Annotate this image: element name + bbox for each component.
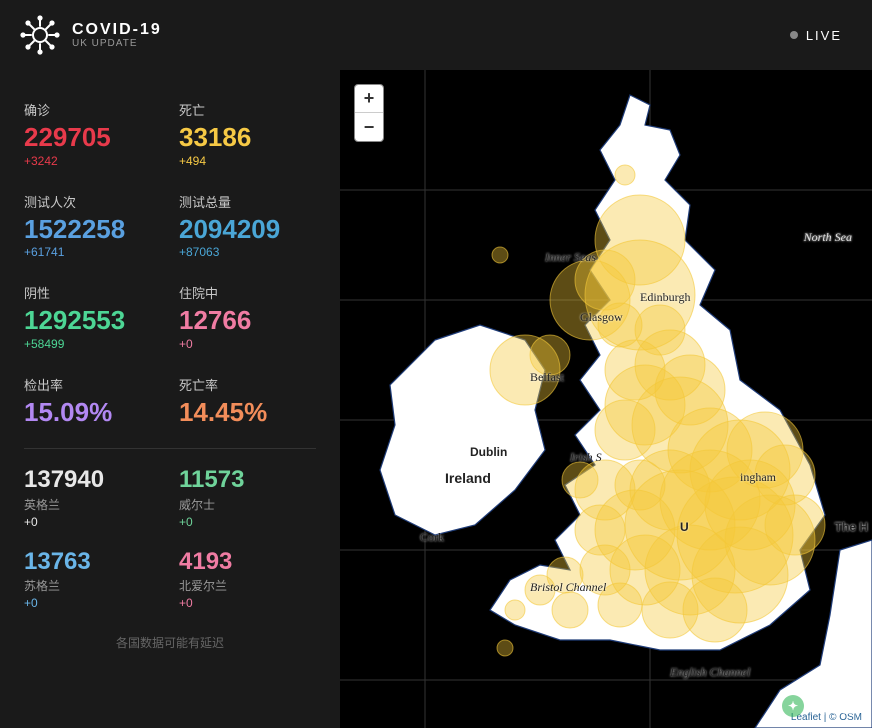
stat-deaths: 死亡 33186 +494 xyxy=(179,100,316,168)
stat-label: 测试人次 xyxy=(24,192,161,211)
stat-value: 12766 xyxy=(179,306,316,335)
region-label: 英格兰 xyxy=(24,496,161,513)
region-label: 苏格兰 xyxy=(24,577,161,594)
stat-delta: +494 xyxy=(179,154,316,168)
case-bubble[interactable] xyxy=(615,165,635,185)
watermark-text: 英伦圈 xyxy=(810,694,858,718)
stat-label: 测试总量 xyxy=(179,192,316,211)
region-delta: +0 xyxy=(179,596,316,610)
stat-value: 229705 xyxy=(24,123,161,152)
region-england: 137940 英格兰 +0 xyxy=(24,467,161,528)
live-dot-icon xyxy=(790,31,798,39)
case-bubble[interactable] xyxy=(595,400,655,460)
zoom-out-button[interactable]: − xyxy=(355,113,383,141)
stat-value: 1522258 xyxy=(24,215,161,244)
stat-value: 1292553 xyxy=(24,306,161,335)
case-bubble[interactable] xyxy=(505,600,525,620)
case-bubble[interactable] xyxy=(490,335,560,405)
region-label: 北爱尔兰 xyxy=(179,577,316,594)
stat-label: 住院中 xyxy=(179,283,316,302)
region-delta: +0 xyxy=(24,515,161,529)
stat-label: 确诊 xyxy=(24,100,161,119)
stat-delta: +58499 xyxy=(24,337,161,351)
stat-tests-total: 测试总量 2094209 +87063 xyxy=(179,192,316,260)
stat-delta: +61741 xyxy=(24,245,161,259)
stat-delta: +87063 xyxy=(179,245,316,259)
stat-label: 死亡率 xyxy=(179,375,316,394)
region-nireland: 4193 北爱尔兰 +0 xyxy=(179,549,316,610)
map-svg xyxy=(340,70,872,728)
header: COVID-19 UK UPDATE LIVE xyxy=(0,0,872,70)
stat-death-rate: 死亡率 14.45% xyxy=(179,375,316,427)
case-bubble[interactable] xyxy=(598,583,642,627)
case-bubble[interactable] xyxy=(497,640,513,656)
divider xyxy=(24,448,316,449)
region-value: 13763 xyxy=(24,549,161,575)
region-wales: 11573 威尔士 +0 xyxy=(179,467,316,528)
stat-value: 15.09% xyxy=(24,398,161,427)
region-value: 4193 xyxy=(179,549,316,575)
stat-label: 检出率 xyxy=(24,375,161,394)
case-bubble[interactable] xyxy=(683,578,747,642)
logo-block: COVID-19 UK UPDATE xyxy=(20,15,162,55)
stat-hospitalized: 住院中 12766 +0 xyxy=(179,283,316,351)
stat-value: 33186 xyxy=(179,123,316,152)
region-label: 威尔士 xyxy=(179,496,316,513)
region-value: 11573 xyxy=(179,467,316,493)
stat-tested-people: 测试人次 1522258 +61741 xyxy=(24,192,161,260)
live-label: LIVE xyxy=(806,28,842,43)
stat-label: 阴性 xyxy=(24,283,161,302)
case-bubble[interactable] xyxy=(525,575,555,605)
page-subtitle: UK UPDATE xyxy=(72,38,162,49)
region-delta: +0 xyxy=(24,596,161,610)
stat-label: 死亡 xyxy=(179,100,316,119)
region-delta: +0 xyxy=(179,515,316,529)
page-title: COVID-19 xyxy=(72,21,162,39)
zoom-in-button[interactable]: + xyxy=(355,85,383,113)
zoom-controls: + − xyxy=(354,84,384,142)
case-bubble[interactable] xyxy=(552,592,588,628)
stat-delta: +0 xyxy=(179,337,316,351)
case-bubble[interactable] xyxy=(562,462,598,498)
watermark: ✦ 英伦圈 xyxy=(782,694,858,718)
region-scotland: 13763 苏格兰 +0 xyxy=(24,549,161,610)
region-value: 137940 xyxy=(24,467,161,493)
stat-value: 14.45% xyxy=(179,398,316,427)
stat-value: 2094209 xyxy=(179,215,316,244)
stat-detection-rate: 检出率 15.09% xyxy=(24,375,161,427)
stat-confirmed: 确诊 229705 +3242 xyxy=(24,100,161,168)
virus-icon xyxy=(20,15,60,55)
footer-note: 各国数据可能有延迟 xyxy=(24,634,316,651)
stats-sidebar: 确诊 229705 +3242 死亡 33186 +494 测试人次 15222… xyxy=(0,70,340,728)
map[interactable]: + − North Sea Inner Seas xyxy=(340,70,872,728)
live-indicator: LIVE xyxy=(790,28,842,43)
case-bubble[interactable] xyxy=(492,247,508,263)
stat-negative: 阴性 1292553 +58499 xyxy=(24,283,161,351)
wechat-icon: ✦ xyxy=(782,695,804,717)
stat-delta: +3242 xyxy=(24,154,161,168)
